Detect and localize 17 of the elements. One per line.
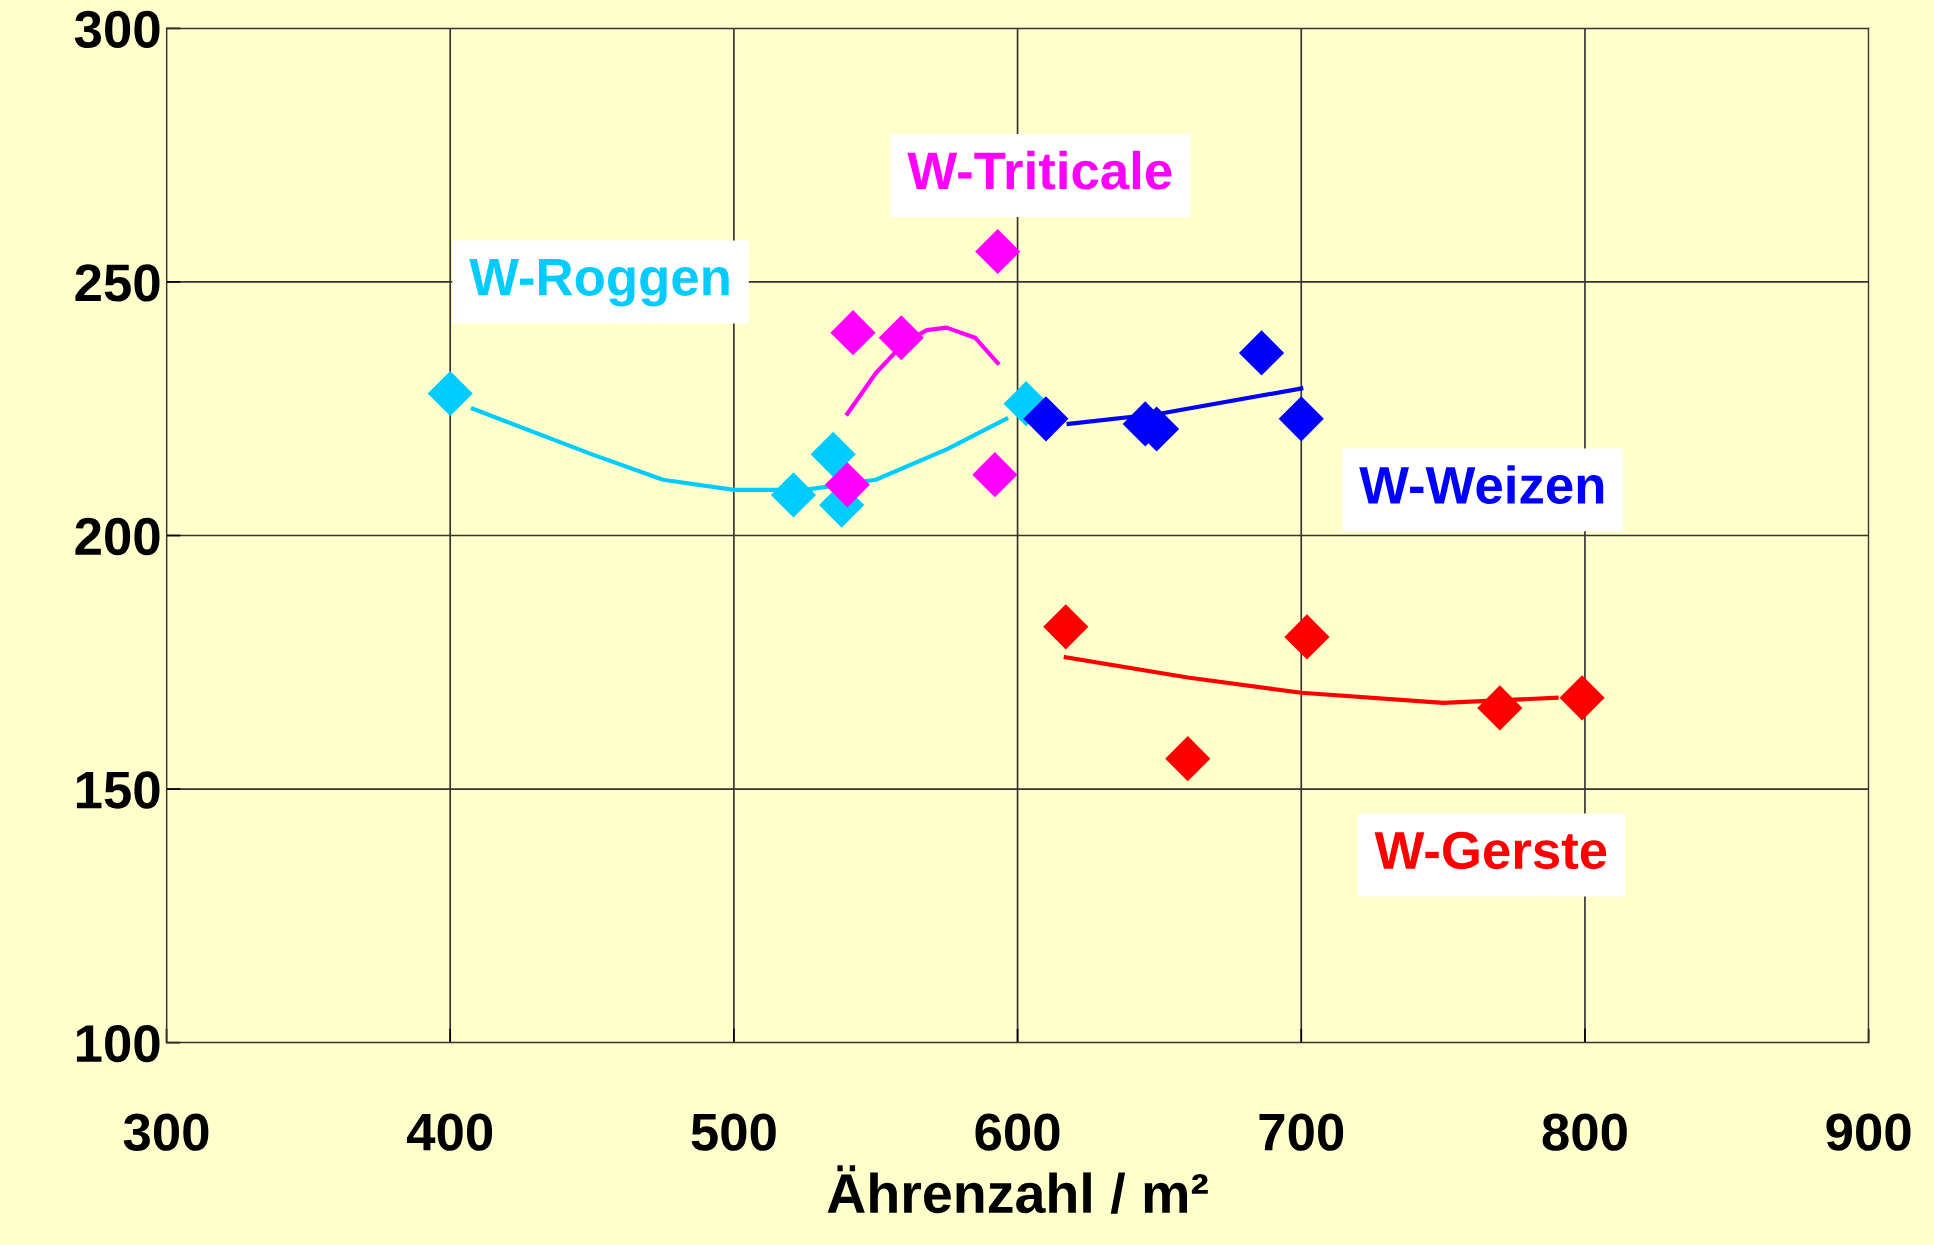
- text: W-Gerste: [1374, 831, 1607, 870]
- series-label: W-Weizen: [1359, 465, 1604, 505]
- x-tick-label: 300: [123, 1113, 209, 1151]
- y-tick-label: 250: [75, 264, 160, 302]
- y-tick-label: 300: [74, 10, 160, 49]
- x-tick-label: 800: [1542, 1113, 1627, 1151]
- x-tick-label: 700: [1259, 1113, 1344, 1151]
- series-label: W-Triticale: [907, 150, 1172, 190]
- x-axis-title: Ährenzahl / m²: [827, 1165, 1208, 1214]
- x-tick-label: 500: [691, 1113, 776, 1151]
- y-tick-label: 200: [75, 517, 160, 556]
- x-tick-label: 400: [406, 1113, 493, 1151]
- y-tick-label: 150: [76, 771, 160, 809]
- x-tick-label: 900: [1826, 1113, 1911, 1151]
- series-label: W-Roggen: [469, 259, 729, 307]
- x-tick-label: 600: [975, 1113, 1060, 1151]
- y-tick-label: 100: [76, 1024, 160, 1063]
